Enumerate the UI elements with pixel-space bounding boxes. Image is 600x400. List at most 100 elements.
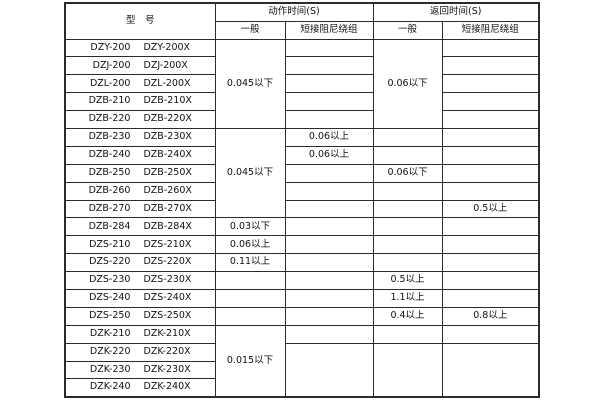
model-cell: DZB-210 DZB-210X xyxy=(64,92,216,112)
ret-general-cell xyxy=(372,127,443,147)
op-damped-cell xyxy=(284,288,374,308)
op-damped-cell xyxy=(284,342,374,398)
model-cell: DZL-200 DZL-200X xyxy=(64,74,216,94)
model-name-left: DZB-284 xyxy=(88,220,131,232)
model-name-left: DZB-210 xyxy=(88,95,131,107)
op-damped-cell xyxy=(284,181,374,201)
op-damped-cell xyxy=(284,74,374,94)
model-name-left: DZY-200 xyxy=(90,41,131,53)
model-name-right: DZS-210X xyxy=(143,238,192,250)
ret-general-cell: 0.06以下 xyxy=(372,38,443,129)
op-damped-cell xyxy=(284,271,374,290)
model-cell: DZS-220 DZS-220X xyxy=(64,253,216,273)
op-damped-cell xyxy=(284,163,374,183)
op-general-cell xyxy=(214,288,286,308)
ret-damped-cell xyxy=(441,56,540,76)
model-name-right: DZK-220X xyxy=(143,345,191,357)
op-damped-cell xyxy=(284,306,374,326)
table-row: DZS-220 DZS-220X 0.11以上 xyxy=(64,253,540,273)
op-general-cell: 0.06以上 xyxy=(214,235,286,255)
ret-damped-cell xyxy=(441,163,540,183)
op-general-cell xyxy=(214,306,286,326)
ret-general-cell xyxy=(372,235,443,255)
model-cell: DZS-210 DZS-210X xyxy=(64,235,216,255)
ret-general-cell xyxy=(372,324,443,344)
header-ret-damped: 短接阻尼绕组 xyxy=(441,20,540,40)
table-row: DZJ-200 DZJ-200X xyxy=(64,56,540,76)
model-name-left: DZK-220 xyxy=(89,345,131,357)
model-name-right: DZS-240X xyxy=(143,292,192,304)
model-name-right: DZB-240X xyxy=(143,149,192,161)
model-cell: DZB-284 DZB-284X xyxy=(64,217,216,237)
model-name-right: DZK-230X xyxy=(143,363,191,375)
ret-damped-cell xyxy=(441,253,540,273)
model-cell: DZB-240 DZB-240X xyxy=(64,145,216,165)
model-name-left: DZK-240 xyxy=(89,381,131,393)
model-name-right: DZJ-200X xyxy=(143,59,188,71)
ret-damped-cell xyxy=(441,288,540,308)
model-name-right: DZK-210X xyxy=(143,327,191,339)
model-name-right: DZB-230X xyxy=(143,131,192,143)
model-name-right: DZB-250X xyxy=(143,166,192,178)
model-cell: DZS-240 DZS-240X xyxy=(64,288,216,308)
model-name-left: DZS-230 xyxy=(89,274,131,286)
table-row: DZB-260 DZB-260X xyxy=(64,181,540,201)
model-cell: DZK-210 DZK-210X xyxy=(64,324,216,344)
table-row: DZL-200 DZL-200X xyxy=(64,74,540,94)
model-name-left: DZS-240 xyxy=(89,292,131,304)
model-cell: DZB-260 DZB-260X xyxy=(64,181,216,201)
model-name-left: DZB-240 xyxy=(88,149,131,161)
header-model: 型 号 xyxy=(64,2,216,40)
ret-general-cell xyxy=(372,342,443,398)
ret-general-cell: 0.06以下 xyxy=(372,163,443,183)
model-name-right: DZS-250X xyxy=(143,310,192,322)
table-row: DZK-220 DZK-220X xyxy=(64,342,540,398)
model-name-left: DZK-210 xyxy=(89,327,131,339)
ret-general-cell: 1.1以上 xyxy=(372,288,443,308)
model-name-left: DZB-250 xyxy=(88,166,131,178)
op-damped-cell xyxy=(284,324,374,344)
model-cell: DZK-240 DZK-240X xyxy=(64,378,216,398)
ret-damped-cell xyxy=(441,181,540,201)
op-damped-cell xyxy=(284,56,374,76)
table-row: DZB-240 DZB-240X 0.06以上 xyxy=(64,145,540,165)
ret-damped-cell xyxy=(441,217,540,237)
model-cell: DZB-230 DZB-230X xyxy=(64,127,216,147)
ret-damped-cell xyxy=(441,127,540,147)
model-cell: DZB-250 DZB-250X xyxy=(64,163,216,183)
model-cell: DZS-230 DZS-230X xyxy=(64,271,216,290)
model-name-right: DZB-220X xyxy=(143,113,192,125)
ret-general-cell xyxy=(372,181,443,201)
table-row: DZK-240 DZK-240X xyxy=(64,378,539,398)
op-damped-cell xyxy=(284,92,374,112)
op-damped-cell xyxy=(284,38,374,58)
table-row: DZB-270 DZB-270X 0.5以上 xyxy=(64,199,540,219)
ret-damped-cell xyxy=(441,110,540,129)
op-damped-cell xyxy=(284,110,374,129)
model-name-right: DZY-200X xyxy=(143,41,191,53)
model-name-left: DZB-270 xyxy=(88,202,131,214)
op-general-cell: 0.045以下 xyxy=(214,38,286,129)
model-cell: DZK-220 DZK-220X xyxy=(64,342,216,362)
model-cell: DZK-230 DZK-230X xyxy=(64,360,216,380)
model-name-left: DZS-210 xyxy=(89,238,131,250)
model-name-right: DZB-260X xyxy=(143,184,192,196)
header-op-time: 动作时间(S) xyxy=(214,2,374,22)
model-name-right: DZB-284X xyxy=(143,220,192,232)
model-name-right: DZL-200X xyxy=(143,77,191,89)
ret-general-cell xyxy=(372,145,443,165)
ret-general-cell: 0.4以上 xyxy=(372,306,443,326)
model-cell: DZS-250 DZS-250X xyxy=(64,306,216,326)
model-name-right: DZK-240X xyxy=(143,381,191,393)
op-damped-cell xyxy=(284,199,374,219)
model-name-left: DZJ-200 xyxy=(92,59,131,71)
model-name-left: DZB-220 xyxy=(88,113,131,125)
model-name-left: DZS-220 xyxy=(89,256,131,268)
ret-damped-cell xyxy=(441,38,540,58)
ret-damped-cell xyxy=(441,235,540,255)
relay-time-spec-table: 型 号 动作时间(S) 返回时间(S) 一般 短接阻尼绕组 一般 短接阻尼绕组 … xyxy=(64,2,541,398)
op-damped-cell: 0.06以上 xyxy=(284,145,374,165)
table-row: DZB-210 DZB-210X xyxy=(64,92,540,112)
op-general-cell: 0.015以下 xyxy=(214,324,286,398)
header-op-damped: 短接阻尼绕组 xyxy=(284,20,374,40)
